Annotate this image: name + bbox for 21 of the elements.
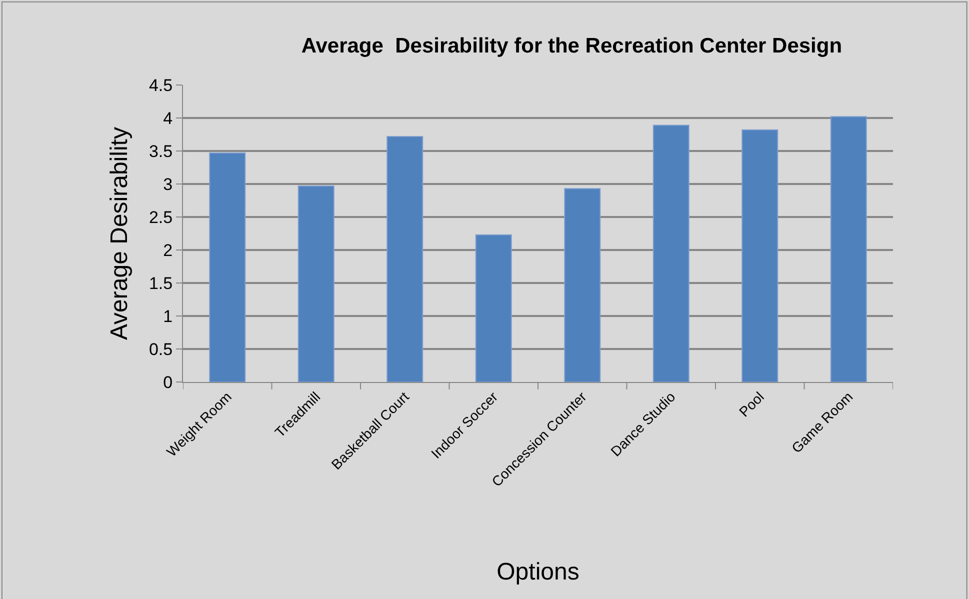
- y-tick-label: 0.5: [148, 340, 173, 359]
- y-tick-label: 0: [163, 372, 173, 392]
- bar: [742, 129, 778, 382]
- y-axis-title: Average Desirability: [106, 127, 134, 340]
- y-tick-label: 3: [163, 174, 173, 194]
- chart-title: Average Desirability for the Recreation Center Design: [301, 34, 842, 58]
- bar: [209, 152, 246, 382]
- bar: [475, 234, 512, 382]
- y-tick-label: 4.5: [148, 76, 173, 95]
- y-tick-label: 1: [163, 306, 173, 326]
- y-tick-label: 2.5: [148, 208, 173, 227]
- y-tick-label: 4: [163, 108, 173, 128]
- bar: [386, 136, 424, 382]
- y-tick-label: 3.5: [148, 142, 173, 161]
- x-axis-title: Options: [496, 558, 580, 586]
- y-tick-label: 1.5: [148, 274, 173, 293]
- bar: [298, 185, 334, 382]
- bar: [652, 124, 690, 382]
- y-tick-label: 2: [163, 240, 173, 260]
- bar: [564, 188, 601, 382]
- bar: [830, 116, 867, 382]
